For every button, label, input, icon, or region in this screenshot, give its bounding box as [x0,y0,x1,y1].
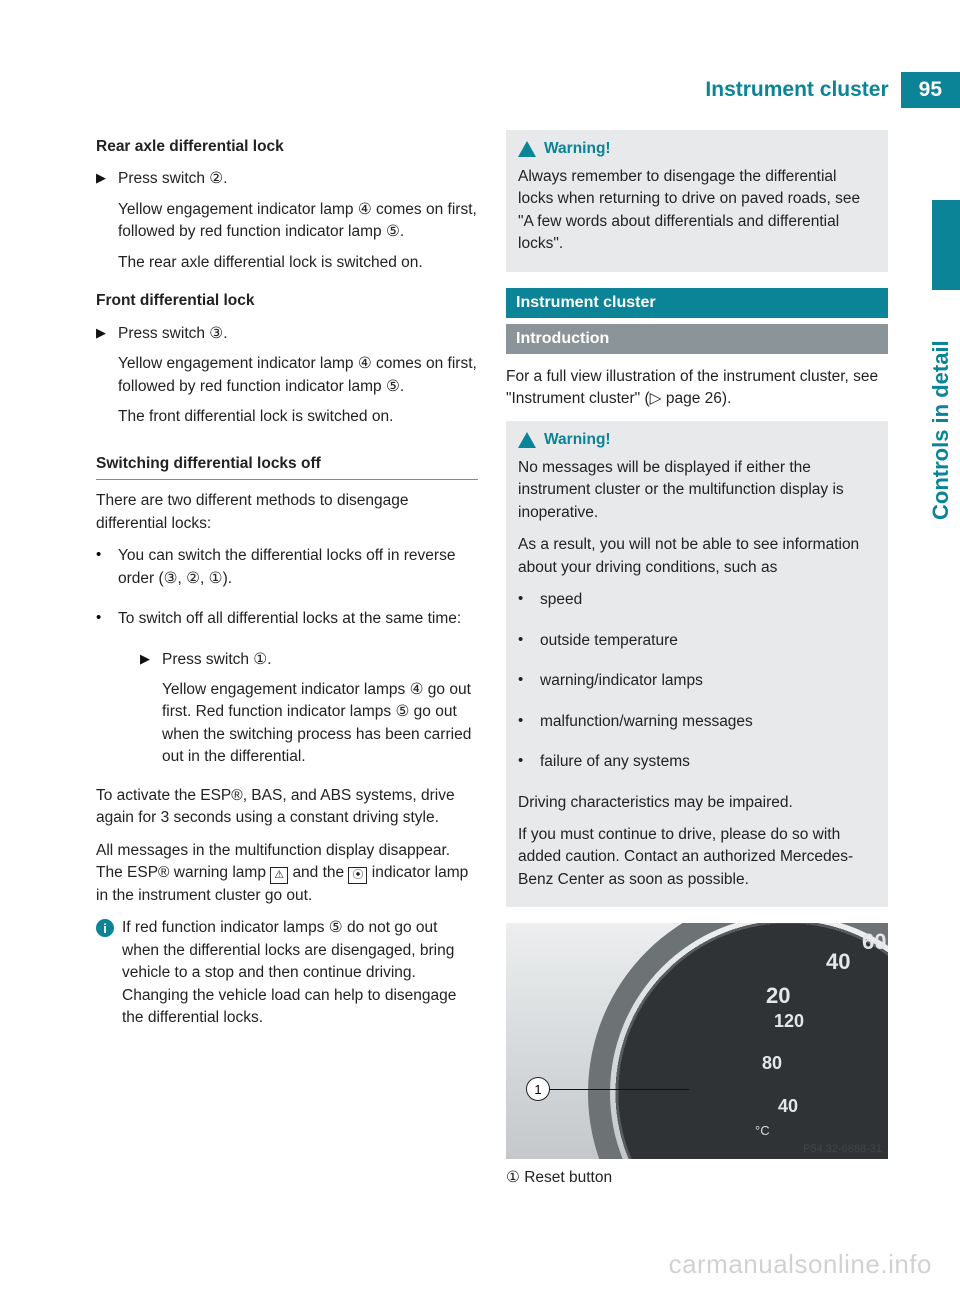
bullet-item: • warning/indicator lamps [518,670,876,702]
bullet-item: • speed [518,589,876,621]
step-text: Yellow engagement indicator lamp ④ comes… [118,353,478,398]
warning-box: Warning! No messages will be displayed i… [506,421,888,908]
warning-title-text: Warning! [544,431,611,449]
step-marker-icon: ▶ [96,168,110,282]
callout-number: 1 [526,1077,550,1101]
paragraph: For a full view illustration of the inst… [506,366,888,411]
bullet-marker-icon: • [518,670,532,702]
warning-box: Warning! Always remember to disengage th… [506,130,888,272]
bullet-marker-icon: • [96,545,110,600]
side-section-label: Controls in detail [928,300,958,560]
bullet-item: • You can switch the differential locks … [96,545,478,600]
bullet-text: warning/indicator lamps [540,670,876,692]
figure-legend: ① Reset button [506,1167,888,1189]
step-text: Yellow engagement indicator lamps ④ go o… [162,679,478,769]
header-title: Instrument cluster [705,72,900,108]
step-text: Yellow engagement indicator lamp ④ comes… [118,199,478,244]
side-index-tab [932,200,960,290]
warning-text: If you must continue to drive, please do… [518,824,876,891]
warning-text: Driving characteristics may be impaired. [518,792,876,814]
bullet-marker-icon: • [518,630,532,662]
bullet-item: • To switch off all differential locks a… [96,608,478,640]
step-marker-icon: ▶ [96,323,110,437]
indicator-lamp-icon: ⦿ [348,867,367,884]
bullet-text: You can switch the differential locks of… [118,545,478,590]
step-rear: ▶ Press switch ②. Yellow engagement indi… [96,168,478,282]
content-area: Rear axle differential lock ▶ Press swit… [96,130,888,1200]
right-column: Warning! Always remember to disengage th… [506,130,888,1200]
step-body: Press switch ②. Yellow engagement indica… [118,168,478,282]
paragraph: All messages in the multifunction displa… [96,840,478,907]
warning-text: As a result, you will not be able to see… [518,534,876,579]
esp-warning-lamp-icon: ⚠ [270,867,288,884]
bullet-marker-icon: • [518,589,532,621]
figure-id: P54.32-6888-31 [803,1143,882,1155]
step-text: Press switch ③. [118,323,478,345]
text-run: and the [292,864,348,881]
watermark: carmanualsonline.info [669,1249,932,1280]
heading-rear-axle: Rear axle differential lock [96,136,478,158]
page-number: 95 [901,72,960,108]
step-text: The rear axle differential lock is switc… [118,252,478,274]
bullet-item: • malfunction/warning messages [518,711,876,743]
left-column: Rear axle differential lock ▶ Press swit… [96,130,478,1200]
step-body: Press switch ③. Yellow engagement indica… [118,323,478,437]
gauge-tick: 40 [778,1096,798,1117]
warning-heading: Warning! [518,140,876,158]
figure-callout: 1 [526,1077,689,1101]
step-text: The front differential lock is switched … [118,406,478,428]
info-text: If red function indicator lamps ⑤ do not… [122,917,478,1029]
bullet-marker-icon: • [96,608,110,640]
section-bar: Instrument cluster [506,288,888,318]
subsection-bar: Introduction [506,324,888,354]
page-header: Instrument cluster 95 [705,72,960,108]
bullet-text: malfunction/warning messages [540,711,876,733]
bullet-text: To switch off all differential locks at … [118,608,478,630]
instrument-cluster-figure: 20 40 60 120 80 40 °C 1 P54.32-6888-31 [506,923,888,1159]
bullet-text: outside temperature [540,630,876,652]
warning-title-text: Warning! [544,140,611,158]
bullet-text: failure of any systems [540,751,876,773]
page-root: Instrument cluster 95 Controls in detail… [0,0,960,1302]
bullet-item: • failure of any systems [518,751,876,783]
step-front: ▶ Press switch ③. Yellow engagement indi… [96,323,478,437]
step-body: Press switch ①. Yellow engagement indica… [162,649,478,777]
gauge-tick: 20 [766,983,790,1009]
gauge-tick: 40 [826,949,850,975]
info-icon: i [96,919,114,937]
step-text: Press switch ②. [118,168,478,190]
heading-front-diff: Front differential lock [96,290,478,312]
heading-switch-off: Switching differential locks off [96,453,478,480]
paragraph: To activate the ESP®, BAS, and ABS syste… [96,785,478,830]
nested-step: ▶ Press switch ①. Yellow engagement indi… [140,649,478,777]
warning-text: No messages will be displayed if either … [518,457,876,524]
bullet-item: • outside temperature [518,630,876,662]
info-note: i If red function indicator lamps ⑤ do n… [96,917,478,1039]
warning-heading: Warning! [518,431,876,449]
bullet-marker-icon: • [518,711,532,743]
step-marker-icon: ▶ [140,649,154,777]
gauge-tick: 120 [774,1011,804,1032]
bullet-text: speed [540,589,876,611]
bullet-marker-icon: • [518,751,532,783]
paragraph: There are two different methods to disen… [96,490,478,535]
callout-leader-line [549,1089,689,1091]
gauge-tick: 60 [862,929,886,955]
warning-text: Always remember to disengage the differe… [518,166,876,256]
warning-triangle-icon [518,432,536,448]
gauge-temp-label: °C [755,1123,770,1138]
step-text: Press switch ①. [162,649,478,671]
gauge-tick: 80 [762,1053,782,1074]
warning-triangle-icon [518,141,536,157]
